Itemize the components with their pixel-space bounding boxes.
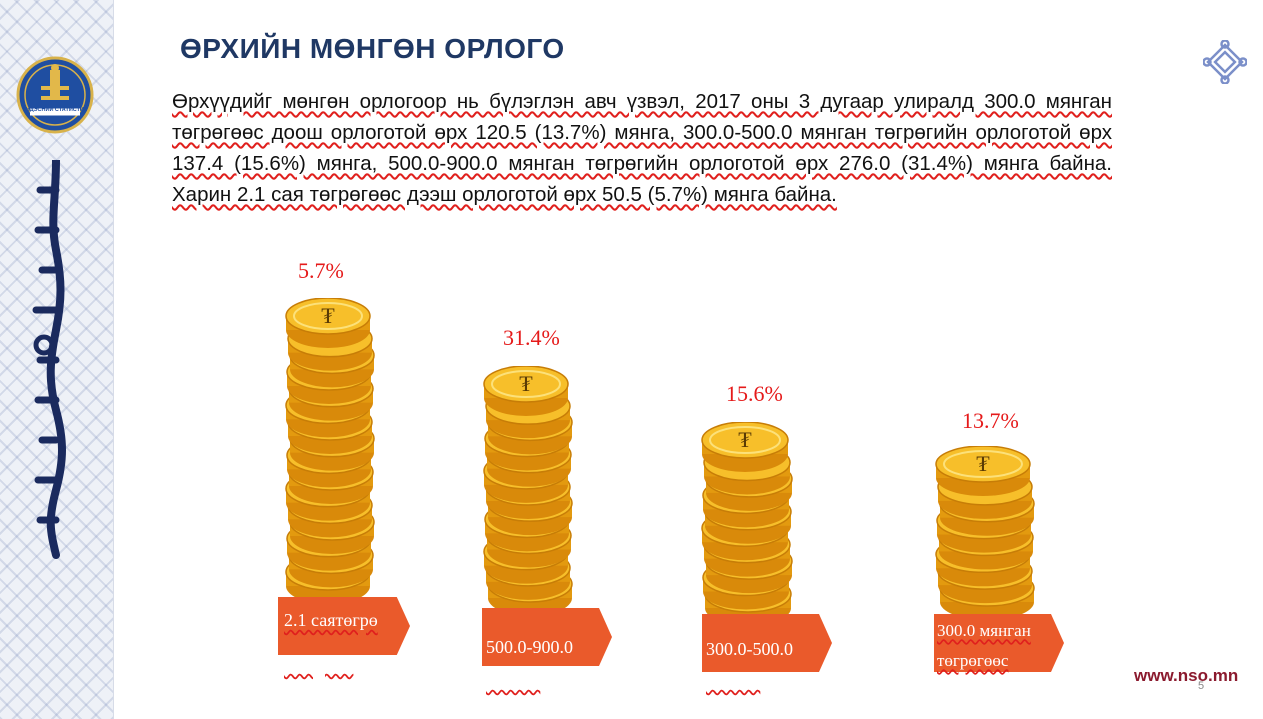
percent-label-3: 15.6% — [726, 381, 783, 406]
coin: ₮ — [483, 365, 569, 416]
coin: ₮ — [285, 297, 371, 348]
slide-title: ӨРХИЙН МӨНГӨН ОРЛОГО — [180, 33, 565, 64]
description-paragraph: Өрхүүдийг мөнгөн орлогоор нь бүлэглэн ав… — [172, 90, 1112, 206]
website-link[interactable]: www.nso.mn — [1134, 666, 1239, 685]
tugrik-sign-icon: ₮ — [519, 372, 533, 397]
coin-stack-1: ₮ — [284, 297, 376, 604]
income-group-label-1-line1: 2.1 саятөгрө — [284, 610, 378, 630]
income-group-label-4 — [934, 614, 1064, 672]
percent-label-4: 13.7% — [962, 408, 1019, 433]
percent-label-2: 31.4% — [503, 325, 560, 350]
income-group-label-2-line1: 500.0-900.0 — [486, 637, 573, 657]
coin-stack-icon: ₮ — [701, 421, 793, 626]
coin-stack-3: ₮ — [700, 421, 794, 626]
income-group-label-4-line2: төгрөгөөс — [937, 651, 1009, 670]
endless-knot-icon — [1203, 40, 1247, 84]
logo-text: ҮНДЭСНИЙ СТАТИСТИК — [23, 105, 88, 113]
coin-stack-icon: ₮ — [285, 297, 375, 604]
side-ornament-strip: ҮНДЭСНИЙ СТАТИСТИК — [0, 0, 114, 719]
coin: ₮ — [701, 421, 789, 472]
tugrik-sign-icon: ₮ — [976, 452, 990, 477]
income-group-label-1-line2: өөс дээш — [284, 654, 354, 674]
income-group-label-2 — [482, 608, 612, 666]
income-group-label-3-line1: 300.0-500.0 — [706, 639, 793, 659]
mongolian-script-icon — [32, 160, 66, 559]
national-statistics-emblem: ҮНДЭСНИЙ СТАТИСТИК — [16, 56, 94, 134]
income-group-label-1 — [278, 597, 410, 655]
coin: ₮ — [935, 445, 1031, 496]
income-group-label-2-line2: мянган — [486, 670, 541, 690]
page-number: 5 — [1198, 680, 1205, 692]
tugrik-sign-icon: ₮ — [321, 304, 335, 329]
tugrik-sign-icon: ₮ — [738, 428, 752, 453]
coin-stack-icon: ₮ — [483, 365, 573, 616]
coin-stack-icon: ₮ — [935, 445, 1035, 620]
coin-stack-4: ₮ — [934, 445, 1036, 620]
percent-label-1: 5.7% — [298, 258, 344, 283]
income-group-label-4-line1: 300.0 мянган — [937, 621, 1031, 640]
coin-stack-2: ₮ — [482, 365, 574, 616]
income-group-label-3-line2: мянган — [706, 670, 761, 690]
income-group-label-3 — [702, 614, 832, 672]
